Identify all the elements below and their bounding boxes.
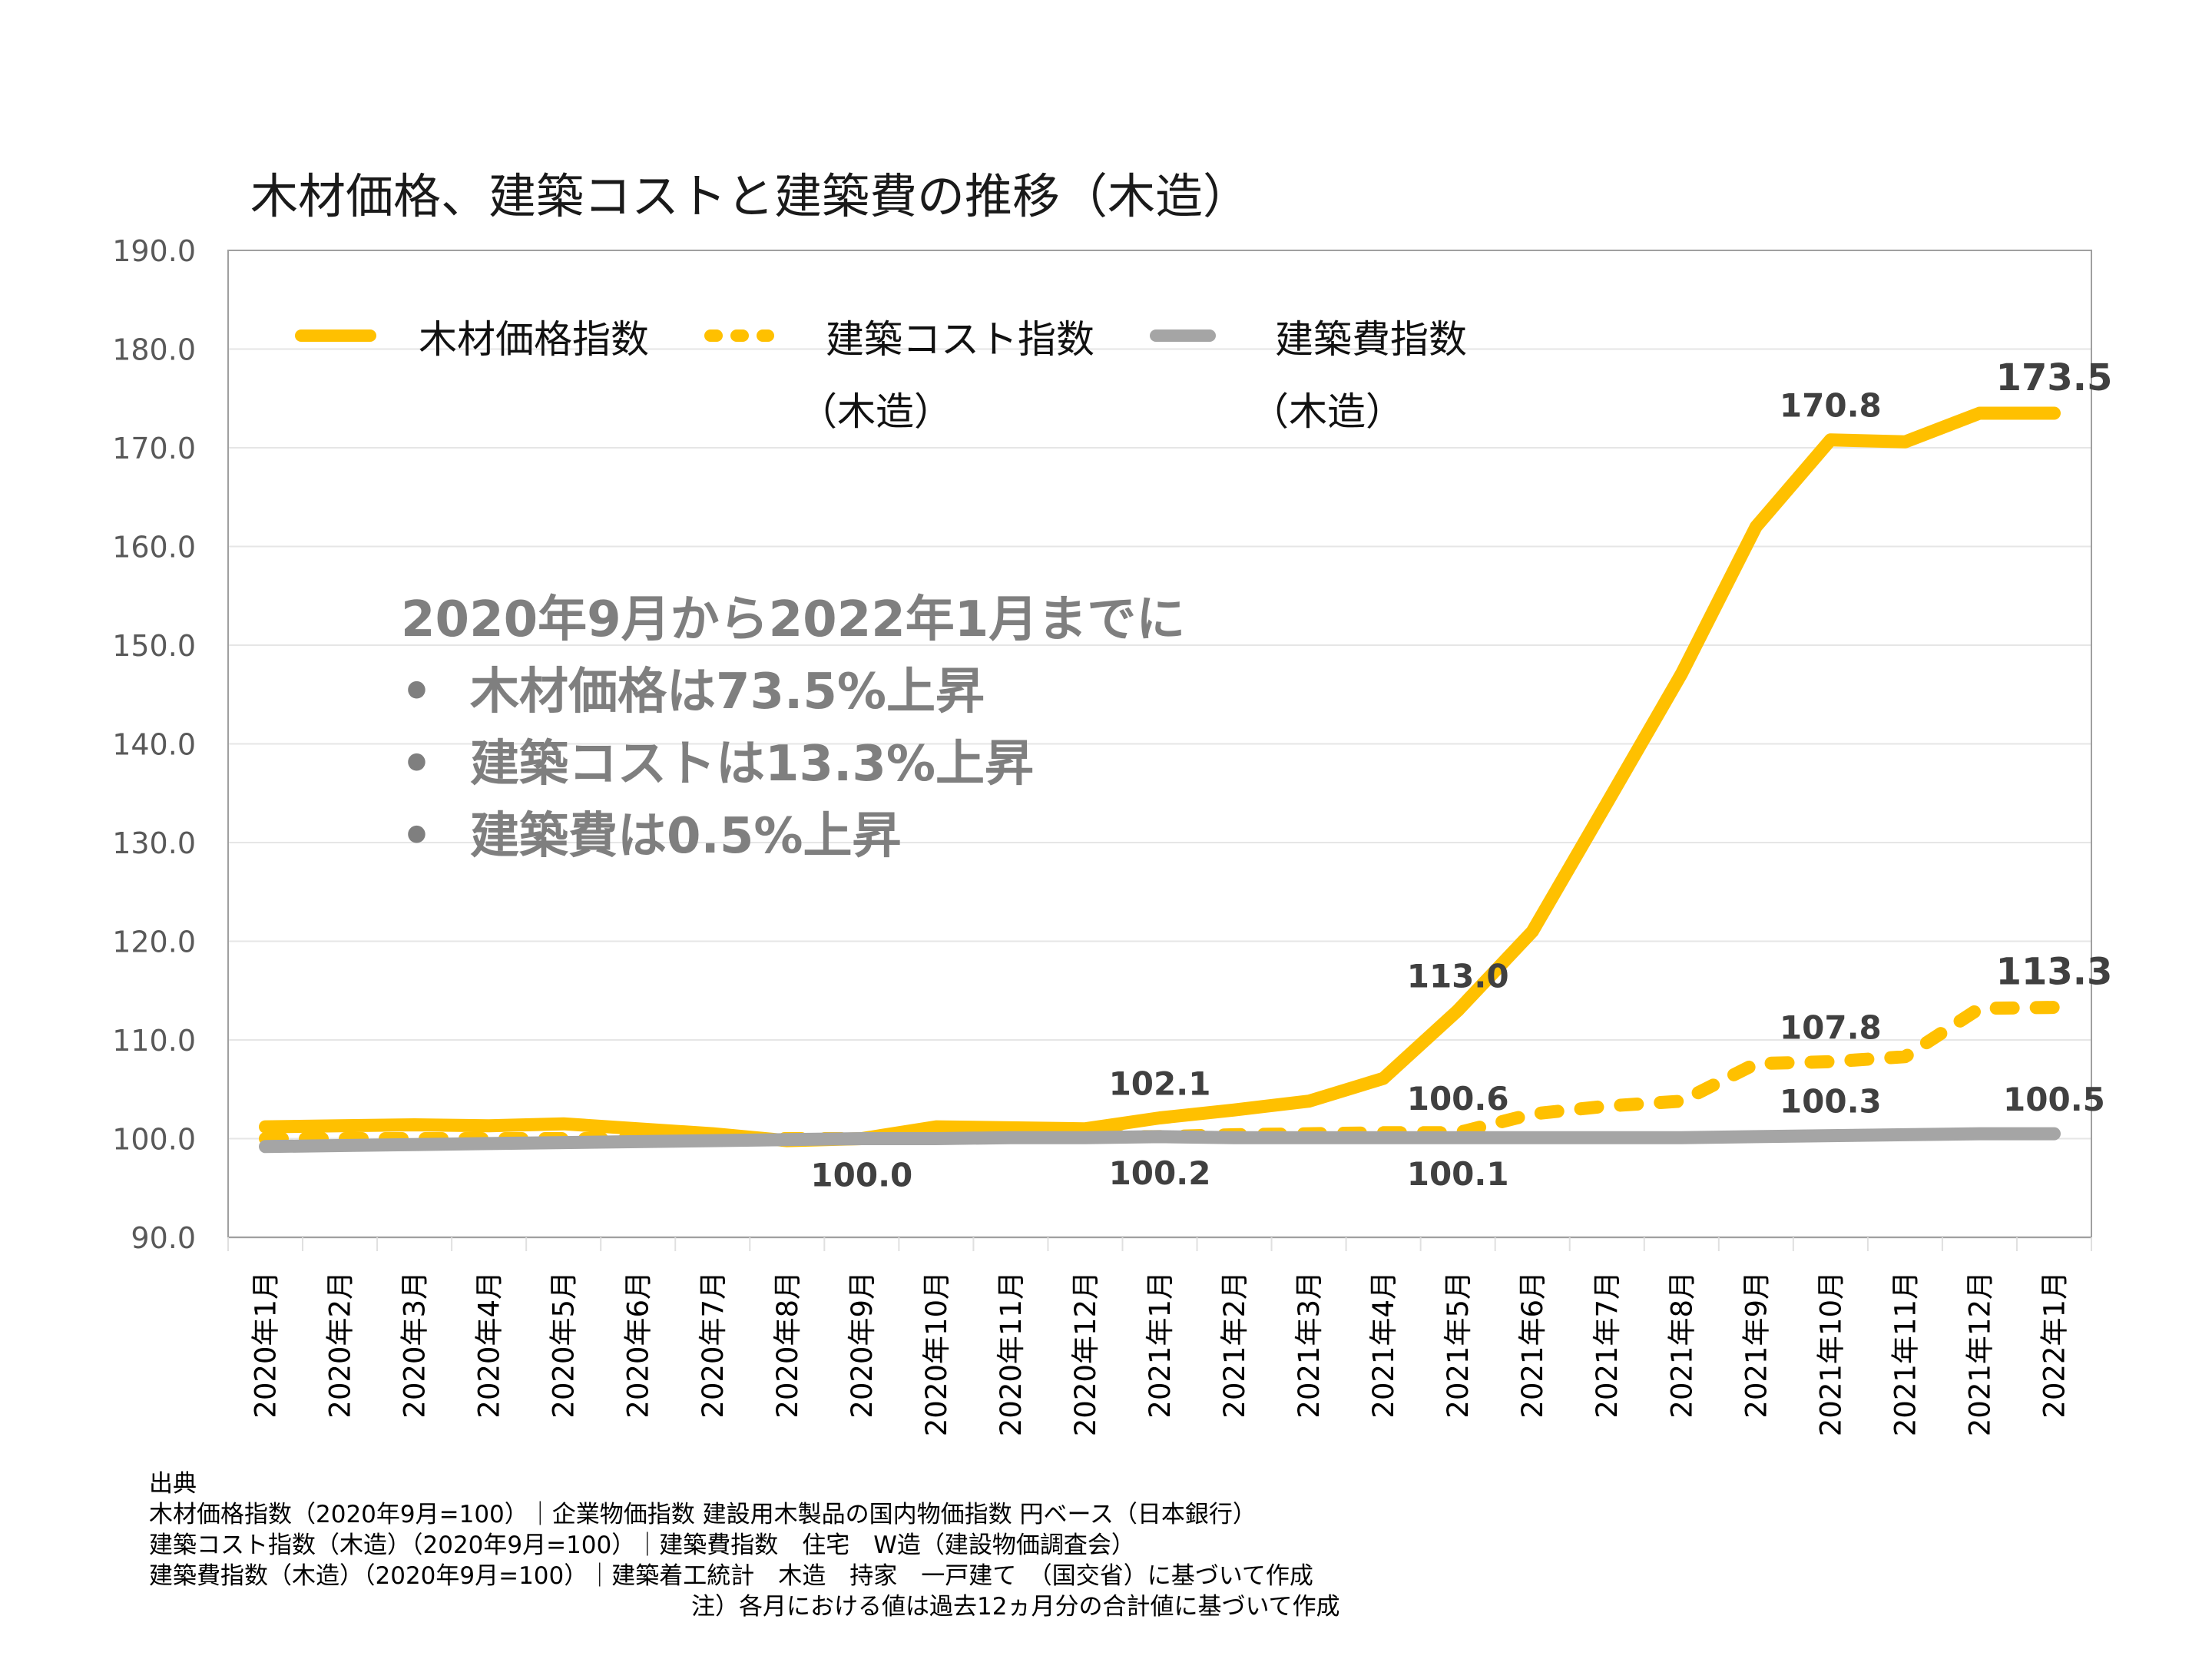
data-label: 113.0 <box>1407 957 1509 995</box>
x-tick-label: 2020年11月 <box>995 1271 1028 1436</box>
x-tick-label: 2020年9月 <box>846 1271 879 1419</box>
data-label: 100.5 <box>2003 1081 2105 1118</box>
x-tick-label: 2021年5月 <box>1442 1271 1475 1419</box>
annotation-point: • 木材価格は73.5%上昇 <box>401 656 1185 728</box>
x-tick-label: 2020年1月 <box>250 1271 283 1419</box>
x-tick-label: 2021年2月 <box>1218 1271 1251 1419</box>
x-tick-label: 2021年8月 <box>1665 1271 1698 1419</box>
series <box>259 406 2061 1154</box>
x-tick-label: 2020年2月 <box>324 1271 357 1419</box>
series-line-lumber <box>259 406 2061 1147</box>
x-tick-label: 2021年10月 <box>1814 1271 1847 1436</box>
data-label: 100.3 <box>1780 1083 1882 1121</box>
y-tick-label: 90.0 <box>131 1221 196 1255</box>
x-tick-label: 2021年4月 <box>1367 1271 1400 1419</box>
y-tick-label: 160.0 <box>112 531 196 565</box>
data-label: 113.3 <box>1996 951 2113 994</box>
legend-label-construction-cost-sub: （木造） <box>799 389 952 434</box>
annotation-box: 2020年9月から2022年1月までに • 木材価格は73.5%上昇 • 建築コスト… <box>401 584 1185 873</box>
x-tick-label: 2021年6月 <box>1516 1271 1549 1419</box>
annotation-point-text: 建築コストは13.3%上昇 <box>470 736 1035 793</box>
bullet: • <box>401 736 432 793</box>
footnote-line: 建築コスト指数（木造）（2020年9月=100）｜建築費指数 住宅 W造（建設物… <box>149 1532 1135 1559</box>
x-tick-label: 2020年6月 <box>622 1271 655 1419</box>
data-label: 102.1 <box>1109 1065 1211 1103</box>
footnotes: 出典 木材価格指数（2020年9月=100）｜企業物価指数 建設用木製品の国内物… <box>149 1469 1340 1622</box>
y-tick-label: 120.0 <box>112 926 196 959</box>
y-tick-label: 140.0 <box>112 728 196 762</box>
legend-label-construction-cost: 建築コスト指数 <box>826 317 1094 362</box>
data-labels: 102.1 113.0 170.8 173.5 100.6 107.8 113.3 100.0… <box>810 356 2112 1194</box>
annotation-point: • 建築費は0.5%上昇 <box>401 800 1185 873</box>
x-tick-label: 2022年1月 <box>2038 1271 2071 1419</box>
x-tick-label: 2020年5月 <box>548 1271 581 1419</box>
annotation-point-text: 木材価格は73.5%上昇 <box>470 664 985 720</box>
x-tick-label: 2021年9月 <box>1740 1271 1773 1419</box>
footnote-line: 建築費指数（木造）（2020年9月=100）｜建築着工統計 木造 持家 一戸建て… <box>149 1562 1313 1590</box>
annotation-heading: 2020年9月から2022年1月までに <box>401 591 1186 648</box>
footnote-note: 注）各月における値は過去12ヵ月分の合計値に基づいて作成 <box>691 1593 1340 1621</box>
footnote-line: 木材価格指数（2020年9月=100）｜企業物価指数 建設用木製品の国内物価指数… <box>149 1501 1257 1528</box>
legend-label-building-cost-sub: （木造） <box>1250 389 1404 434</box>
x-tick-label: 2021年1月 <box>1144 1271 1177 1419</box>
data-label: 173.5 <box>1996 356 2113 399</box>
footnote-heading: 出典 <box>149 1470 197 1498</box>
y-tick-label: 100.0 <box>112 1123 196 1157</box>
y-axis: 90.0 100.0 110.0 120.0 130.0 140.0 150.0 160.0 1… <box>112 234 196 1255</box>
bullet: • <box>401 664 432 720</box>
y-tick-label: 110.0 <box>112 1024 196 1058</box>
bullet: • <box>401 808 432 865</box>
x-tick-label: 2021年12月 <box>1963 1271 1996 1436</box>
x-tick-label: 2020年4月 <box>473 1271 506 1419</box>
annotation-point: • 建築コストは13.3%上昇 <box>401 728 1185 800</box>
y-tick-label: 150.0 <box>112 629 196 663</box>
plot-area-border <box>227 250 2092 1238</box>
x-tick-label: 2020年7月 <box>697 1271 730 1419</box>
data-label: 107.8 <box>1780 1008 1882 1046</box>
data-label: 100.6 <box>1407 1080 1509 1118</box>
annotation-point-text: 建築費は0.5%上昇 <box>470 808 902 865</box>
chart-title: 木材価格、建築コストと建築費の推移（木造） <box>250 168 1251 224</box>
y-tick-label: 180.0 <box>112 333 196 367</box>
series-line-building-cost <box>259 1127 2061 1154</box>
data-label: 100.0 <box>810 1157 912 1194</box>
x-tick-label: 2021年3月 <box>1293 1271 1326 1419</box>
data-label: 100.2 <box>1109 1154 1211 1192</box>
legend-label-building-cost: 建築費指数 <box>1275 317 1467 362</box>
y-tick-label: 190.0 <box>112 234 196 268</box>
x-axis: 2020年1月 2020年2月 2020年3月 2020年4月 2020年5月 2020年… <box>227 1237 2092 1436</box>
data-label: 100.1 <box>1407 1155 1509 1193</box>
data-label: 170.8 <box>1780 387 1882 425</box>
x-tick-label: 2021年11月 <box>1889 1271 1922 1436</box>
x-tick-label: 2021年7月 <box>1591 1271 1624 1419</box>
x-tick-label: 2020年10月 <box>920 1271 953 1436</box>
x-tick-label: 2020年3月 <box>399 1271 432 1419</box>
x-tick-label: 2020年12月 <box>1069 1271 1102 1436</box>
x-tick-label: 2020年8月 <box>771 1271 804 1419</box>
y-tick-label: 130.0 <box>112 826 196 860</box>
legend-label-lumber: 木材価格指数 <box>419 317 649 362</box>
y-tick-label: 170.0 <box>112 432 196 465</box>
